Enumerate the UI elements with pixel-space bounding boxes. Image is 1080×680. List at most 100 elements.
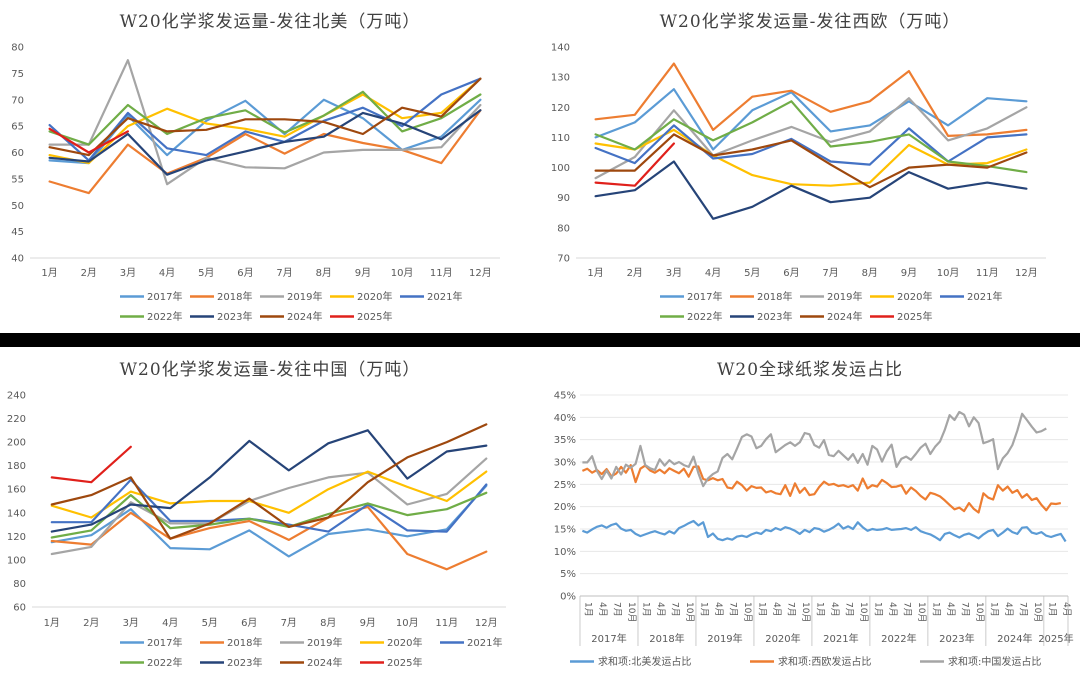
series-line-2021年	[48, 77, 482, 162]
y-tick-label: 40%	[554, 413, 576, 424]
legend-label: 2023年	[757, 310, 792, 323]
legend-label: 2020年	[357, 290, 392, 303]
series-line-2023年	[48, 109, 482, 176]
legend-label: 2020年	[897, 290, 932, 303]
x-month-label: 1月	[872, 602, 883, 617]
legend-label: 2021年	[967, 290, 1002, 303]
y-tick-label: 130	[551, 73, 570, 84]
x-month-label: 1月	[930, 602, 941, 617]
x-tick-label: 6月	[241, 617, 257, 629]
x-month-label: 4月	[1061, 602, 1072, 617]
series-line-求和项:北美发运占比	[582, 519, 1067, 543]
series-line-求和项:西欧发运占比	[581, 464, 1061, 514]
series-line-2025年	[50, 445, 132, 484]
y-tick-label: 55	[11, 174, 24, 185]
x-tick-label: 4月	[159, 267, 175, 279]
x-month-label: 10月	[916, 602, 927, 622]
series-line-2021年	[594, 124, 1028, 166]
series-line-2023年	[50, 429, 488, 533]
legend-label: 2024年	[287, 310, 322, 323]
y-tick-label: 120	[7, 532, 26, 543]
x-tick-label: 3月	[666, 267, 682, 279]
y-tick-label: 20%	[554, 502, 576, 513]
x-month-label: 1月	[698, 602, 709, 617]
x-tick-label: 10月	[937, 267, 960, 279]
x-month-label: 7月	[727, 602, 738, 617]
legend-label: 2024年	[827, 310, 862, 323]
x-month-label: 4月	[887, 602, 898, 617]
chart-global-share-svg: W20全球纸浆发运占比 0% 5% 10% 15% 20% 25% 30% 35% 40% 45% 1…	[554, 360, 1074, 668]
x-tick-label: 12月	[1015, 267, 1038, 279]
x-tick-label: 10月	[391, 267, 414, 279]
x-year-label: 2023年	[939, 632, 974, 645]
legend-label: 2025年	[387, 656, 422, 669]
y-tick-label: 100	[551, 163, 570, 174]
series-line-2022年	[48, 90, 482, 146]
legend-label: 2017年	[687, 290, 722, 303]
series-line-2024年	[50, 423, 488, 540]
series-line-2017年	[50, 484, 488, 558]
x-year-label: 2021年	[823, 632, 858, 645]
chart-china: W20化学浆发运量-发往中国（万吨） 60 80 100 120 140 160 180 200…	[0, 347, 540, 680]
series-line-2024年	[594, 133, 1028, 189]
x-month-label: 4月	[945, 602, 956, 617]
legend-label: 2019年	[827, 290, 862, 303]
x-tick-label: 11月	[976, 267, 999, 279]
x-month-label: 7月	[843, 602, 854, 617]
legend-label: 2022年	[687, 310, 722, 323]
legend-label: 2022年	[147, 656, 182, 669]
x-tick-label: 5月	[202, 617, 218, 629]
legend-label: 2023年	[217, 310, 252, 323]
x-year-label: 2017年	[591, 632, 626, 645]
y-tick-label: 45	[11, 227, 24, 238]
x-tick-label: 5月	[198, 267, 214, 279]
x-year-label: 2022年	[881, 632, 916, 645]
legend-label: 2019年	[307, 636, 342, 649]
x-tick-label: 1月	[44, 617, 60, 629]
legend-label: 2023年	[227, 656, 262, 669]
x-tick-label: 7月	[281, 617, 297, 629]
y-tick-label: 100	[7, 555, 26, 566]
series-line-2021年	[50, 478, 488, 533]
x-tick-label: 4月	[705, 267, 721, 279]
legend-label: 2017年	[147, 636, 182, 649]
y-tick-label: 80	[13, 579, 26, 590]
series-line-2019年	[594, 97, 1028, 180]
x-month-label: 4月	[1003, 602, 1014, 617]
chart-china-svg: W20化学浆发运量-发往中国（万吨） 60 80 100 120 140 160 180 200…	[7, 360, 506, 669]
series-line-2018年	[48, 109, 482, 195]
x-year-label: 2019年	[707, 632, 742, 645]
x-tick-label: 1月	[587, 267, 603, 279]
y-tick-label: 60	[13, 603, 26, 614]
x-tick-label: 11月	[430, 267, 453, 279]
legend-label: 求和项:北美发运占比	[598, 655, 691, 668]
x-month-label: 1月	[640, 602, 651, 617]
legend-label: 2021年	[467, 636, 502, 649]
x-tick-label: 10月	[396, 617, 419, 629]
x-month-label: 10月	[742, 602, 753, 622]
x-tick-label: 3月	[123, 617, 139, 629]
x-tick-label: 6月	[237, 267, 253, 279]
chart-title: W20化学浆发运量-发往中国（万吨）	[120, 360, 421, 380]
y-tick-label: 40	[11, 254, 24, 265]
legend-label: 2018年	[217, 290, 252, 303]
x-month-label: 10月	[800, 602, 811, 622]
x-month-label: 7月	[959, 602, 970, 617]
y-tick-label: 160	[7, 485, 26, 496]
y-tick-label: 15%	[554, 525, 576, 536]
y-tick-label: 5%	[560, 569, 576, 580]
x-month-label: 4月	[829, 602, 840, 617]
x-month-label: 1月	[1046, 602, 1057, 617]
series-line-2018年	[594, 62, 1028, 137]
legend-label: 2019年	[287, 290, 322, 303]
y-tick-label: 0%	[560, 592, 576, 603]
x-month-label: 10月	[974, 602, 985, 622]
legend-label: 2022年	[147, 310, 182, 323]
legend-label: 2024年	[307, 656, 342, 669]
series-line-2019年	[48, 59, 482, 186]
y-tick-label: 240	[7, 391, 26, 402]
legend-label: 2025年	[897, 310, 932, 323]
y-tick-label: 35%	[554, 435, 576, 446]
x-tick-label: 2月	[81, 267, 97, 279]
x-tick-label: 8月	[316, 267, 332, 279]
